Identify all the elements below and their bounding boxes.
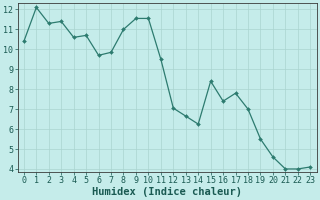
X-axis label: Humidex (Indice chaleur): Humidex (Indice chaleur) bbox=[92, 186, 242, 197]
